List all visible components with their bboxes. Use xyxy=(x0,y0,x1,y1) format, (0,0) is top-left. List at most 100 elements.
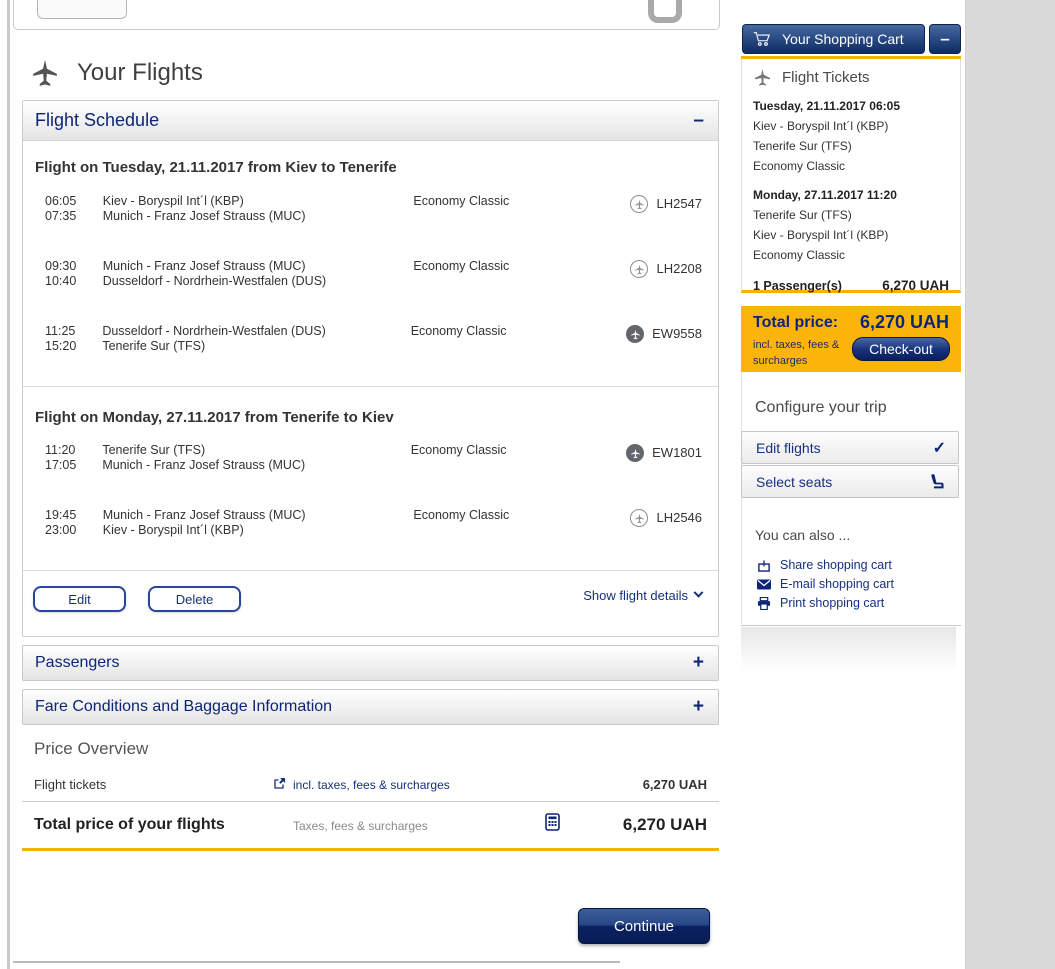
select-seats-item[interactable]: Select seats xyxy=(741,465,959,498)
edit-button[interactable]: Edit xyxy=(33,586,126,612)
print-cart-link[interactable]: Print shopping cart xyxy=(757,596,884,610)
check-icon: ✓ xyxy=(932,439,946,457)
flight-tickets-amount: 6,270 UAH xyxy=(642,777,707,792)
cart-minimize-button[interactable]: – xyxy=(929,24,961,54)
shopping-cart-header[interactable]: Your Shopping Cart xyxy=(742,24,925,54)
passengers-amount: 6,270 UAH xyxy=(882,278,949,293)
total-price-amount: 6,270 UAH xyxy=(622,815,707,834)
flight-schedule-panel: Flight Schedule – Flight on Tuesday, 21.… xyxy=(22,100,719,637)
fare-conditions-accordion[interactable]: Fare Conditions and Baggage Information … xyxy=(22,689,719,725)
passengers-count: 1 Passenger(s) xyxy=(753,279,842,293)
price-overview-title: Price Overview xyxy=(34,739,149,758)
flight-segment-row: 06:05 07:35 Kiev - Boryspil Int´l (KBP) Mu… xyxy=(35,194,702,223)
departure-time: 19:45 xyxy=(45,508,77,522)
plane-icon xyxy=(33,59,57,86)
price-overview-section: Price Overview Flight tickets incl. taxe… xyxy=(22,731,719,851)
cart-journey-line: Kiev - Boryspil Int´l (KBP) xyxy=(753,228,889,242)
destination-airport: Munich - Franz Josef Strauss (MUC) xyxy=(102,457,306,472)
destination-airport: Kiev - Boryspil Int´l (KBP) xyxy=(102,522,244,537)
chevron-down-icon xyxy=(693,587,704,598)
departure-time: 11:20 xyxy=(45,443,76,457)
cart-journey-datetime: Monday, 27.11.2017 11:20 xyxy=(753,188,897,202)
expand-icon[interactable]: + xyxy=(692,652,704,673)
origin-airport: Dusseldorf - Nordrhein-Westfalen (DUS) xyxy=(102,324,326,338)
page-title: Your Flights xyxy=(77,59,203,86)
flight-tickets-label: Flight tickets xyxy=(34,777,107,792)
configure-trip-panel xyxy=(741,372,961,626)
cart-total-note: incl. taxes, fees & surcharges xyxy=(753,339,840,367)
cart-journey-line: Economy Classic xyxy=(753,248,846,262)
departure-time: 06:05 xyxy=(45,194,77,208)
continue-button[interactable]: Continue xyxy=(578,908,710,944)
destination-airport: Dusseldorf - Nordrhein-Westfalen (DUS) xyxy=(102,273,327,288)
print-icon xyxy=(757,596,771,610)
delete-button[interactable]: Delete xyxy=(148,586,241,612)
page-left-edge xyxy=(7,0,10,969)
mail-icon xyxy=(757,579,771,589)
cart-journey-line: Kiev - Boryspil Int´l (KBP) xyxy=(753,119,889,133)
expand-icon[interactable]: + xyxy=(692,696,704,717)
cart-accent-rule xyxy=(741,56,961,59)
flight-segment-row: 11:25 15:20 Dusseldorf - Nordrhein-Westfa… xyxy=(35,324,702,353)
configure-trip-title: Configure your trip xyxy=(755,399,887,416)
external-link-icon xyxy=(274,777,286,792)
passengers-accordion[interactable]: Passengers + xyxy=(22,645,719,681)
flight-segment-row: 19:45 23:00 Munich - Franz Josef Strauss … xyxy=(35,508,702,537)
previous-section-card: Select seats xyxy=(13,0,720,30)
shopping-cart-title: Your Shopping Cart xyxy=(782,31,904,47)
lufthansa-icon xyxy=(630,195,649,213)
arrival-time: 15:20 xyxy=(45,338,77,353)
you-can-also-title: You can also ... xyxy=(755,527,851,543)
cart-section-header: Flight Tickets xyxy=(753,68,949,87)
eurowings-icon xyxy=(626,444,645,462)
panel-shadow xyxy=(741,627,956,671)
cart-total-amount: 6,270 UAH xyxy=(859,312,949,332)
flight-segment-row: 09:30 10:40 Munich - Franz Josef Strauss … xyxy=(35,259,702,288)
edit-flights-item[interactable]: Edit flights ✓ xyxy=(741,431,959,464)
page-right-background xyxy=(965,0,1055,969)
flight-tickets-row: Flight tickets incl. taxes, fees & surch… xyxy=(22,773,719,802)
cart-journey-line: Economy Classic xyxy=(753,159,846,173)
show-flight-details-link[interactable]: Show flight details xyxy=(583,587,704,603)
destination-airport: Tenerife Sur (TFS) xyxy=(102,338,206,353)
outbound-flight-heading: Flight on Tuesday, 21.11.2017 from Kiev … xyxy=(35,159,397,176)
flight-number: LH2546 xyxy=(656,509,703,525)
cart-total-price-box: Total price: 6,270 UAH incl. taxes, fees… xyxy=(741,306,961,372)
section-divider xyxy=(23,386,718,387)
share-icon xyxy=(758,558,770,572)
flight-number: EW9558 xyxy=(652,325,703,341)
taxes-fees-link[interactable]: incl. taxes, fees & surcharges xyxy=(274,777,450,792)
flight-schedule-accordion-header[interactable]: Flight Schedule – xyxy=(23,101,718,141)
flight-schedule-title: Flight Schedule xyxy=(35,110,160,130)
origin-airport: Munich - Franz Josef Strauss (MUC) xyxy=(102,259,306,273)
your-flights-header: Your Flights xyxy=(30,58,203,88)
flight-number: LH2208 xyxy=(656,260,703,276)
calculator-icon[interactable] xyxy=(545,813,560,836)
eurowings-icon xyxy=(626,325,645,343)
taxes-sublabel: Taxes, fees & surcharges xyxy=(293,819,428,833)
footer-divider xyxy=(13,961,620,963)
flight-number: EW1801 xyxy=(652,444,703,460)
shopping-cart-icon xyxy=(753,32,770,46)
destination-airport: Munich - Franz Josef Strauss (MUC) xyxy=(102,208,306,223)
share-cart-link[interactable]: Share shopping cart xyxy=(757,558,892,572)
seat-icon xyxy=(931,474,944,489)
cabin-class: Economy Classic xyxy=(410,443,507,457)
checkout-button[interactable]: Check-out xyxy=(852,337,950,361)
cart-total-label: Total price: xyxy=(753,314,839,331)
lufthansa-icon xyxy=(630,260,649,278)
lufthansa-icon xyxy=(630,509,649,527)
return-flight-heading: Flight on Monday, 27.11.2017 from Teneri… xyxy=(35,409,394,426)
cabin-class: Economy Classic xyxy=(413,508,510,522)
cabin-class: Economy Classic xyxy=(410,324,507,338)
cart-journey-datetime: Tuesday, 21.11.2017 06:05 xyxy=(753,99,900,113)
arrival-time: 17:05 xyxy=(45,457,77,472)
collapse-icon[interactable]: – xyxy=(693,110,704,131)
select-seats-button[interactable]: Select seats xyxy=(37,0,127,19)
seat-icon xyxy=(648,0,682,23)
cabin-class: Economy Classic xyxy=(413,194,510,208)
email-cart-link[interactable]: E-mail shopping cart xyxy=(757,577,894,591)
departure-time: 11:25 xyxy=(45,324,76,338)
arrival-time: 07:35 xyxy=(45,208,77,223)
